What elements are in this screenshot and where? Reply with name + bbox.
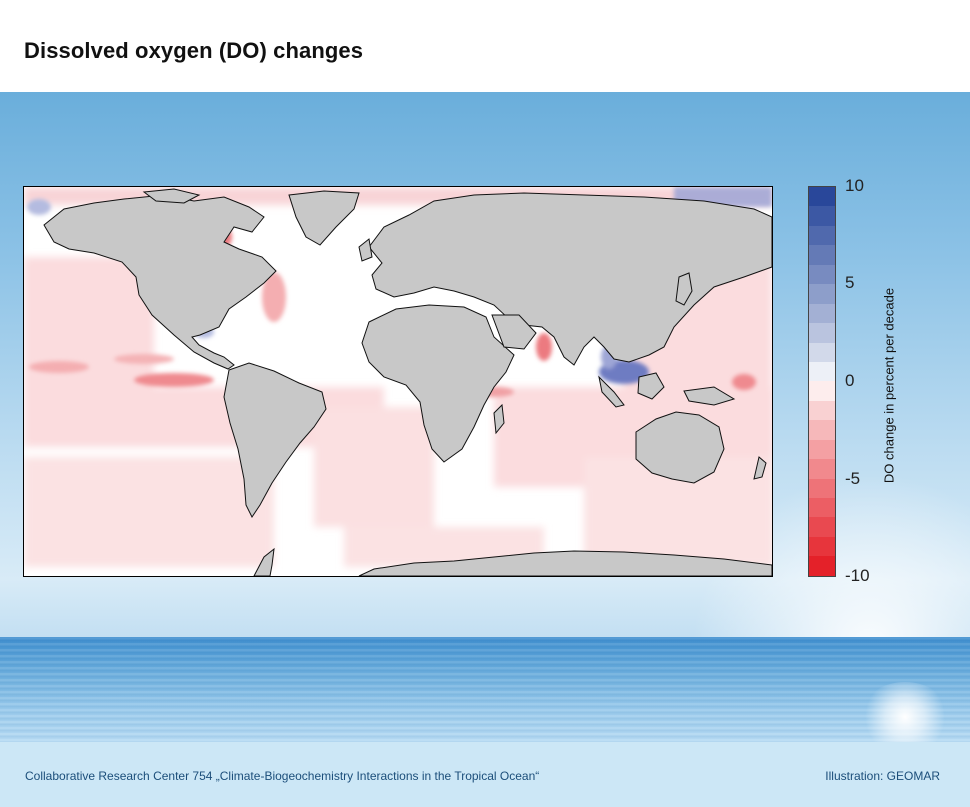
page-title: Dissolved oxygen (DO) changes (24, 38, 364, 63)
north-america (43, 194, 277, 370)
colorbar-segment (809, 225, 835, 246)
colorbar-segment (809, 478, 835, 498)
colorbar-tick-minus5: -5 (845, 469, 861, 488)
colorbar-segment (809, 245, 835, 265)
colorbar-tick-0: 0 (845, 371, 855, 390)
arabia (491, 314, 537, 350)
colorbar-segment (809, 381, 835, 401)
sun-reflection (860, 682, 950, 742)
colorbar-segment (809, 323, 835, 343)
colorbar-segment (809, 342, 835, 362)
australia (635, 411, 725, 484)
do-decrease-regions (24, 187, 772, 567)
borneo (637, 372, 665, 400)
arctic-islands (142, 188, 201, 204)
colorbar-segment (809, 361, 835, 382)
colorbar-segment (809, 556, 835, 576)
colorbar-segment (809, 400, 835, 421)
sumatra (598, 375, 625, 408)
madagascar (493, 403, 505, 435)
british-isles (358, 238, 373, 262)
colorbar-tick-10: 10 (845, 176, 864, 195)
antarctic-peninsula (253, 547, 275, 576)
colorbar-segment (809, 264, 835, 285)
colorbar-segment (809, 517, 835, 537)
colorbar-segment (809, 303, 835, 324)
new-zealand (753, 456, 767, 480)
eurasia (368, 192, 772, 366)
colorbar-segment (809, 459, 835, 479)
south-america (223, 362, 327, 518)
africa (361, 304, 515, 463)
sea-surface (0, 637, 970, 742)
land (43, 188, 772, 576)
footer-illustration-credit: Illustration: GEOMAR (825, 769, 940, 783)
colorbar-segment (809, 536, 835, 557)
colorbar-segment (809, 498, 835, 518)
antarctica (358, 550, 772, 576)
colorbar-tick-5: 5 (845, 273, 855, 292)
footer: Collaborative Research Center 754 „Clima… (0, 742, 970, 807)
greenland (288, 190, 360, 246)
colorbar-segment (809, 284, 835, 304)
colorbar-segment (809, 420, 835, 440)
colorbar-label: DO change in percent per decade (881, 287, 897, 484)
japan (675, 272, 693, 306)
colorbar-segment (809, 439, 835, 460)
colorbar-segment (809, 206, 835, 226)
world-map (23, 186, 773, 577)
new-guinea (683, 386, 736, 406)
map-svg (24, 187, 772, 576)
colorbar-segment (809, 187, 835, 207)
footer-credit: Collaborative Research Center 754 „Clima… (25, 769, 540, 783)
colorbar-tick-minus10: -10 (845, 566, 870, 585)
colorbar (808, 186, 836, 577)
header: Dissolved oxygen (DO) changes (0, 0, 970, 92)
